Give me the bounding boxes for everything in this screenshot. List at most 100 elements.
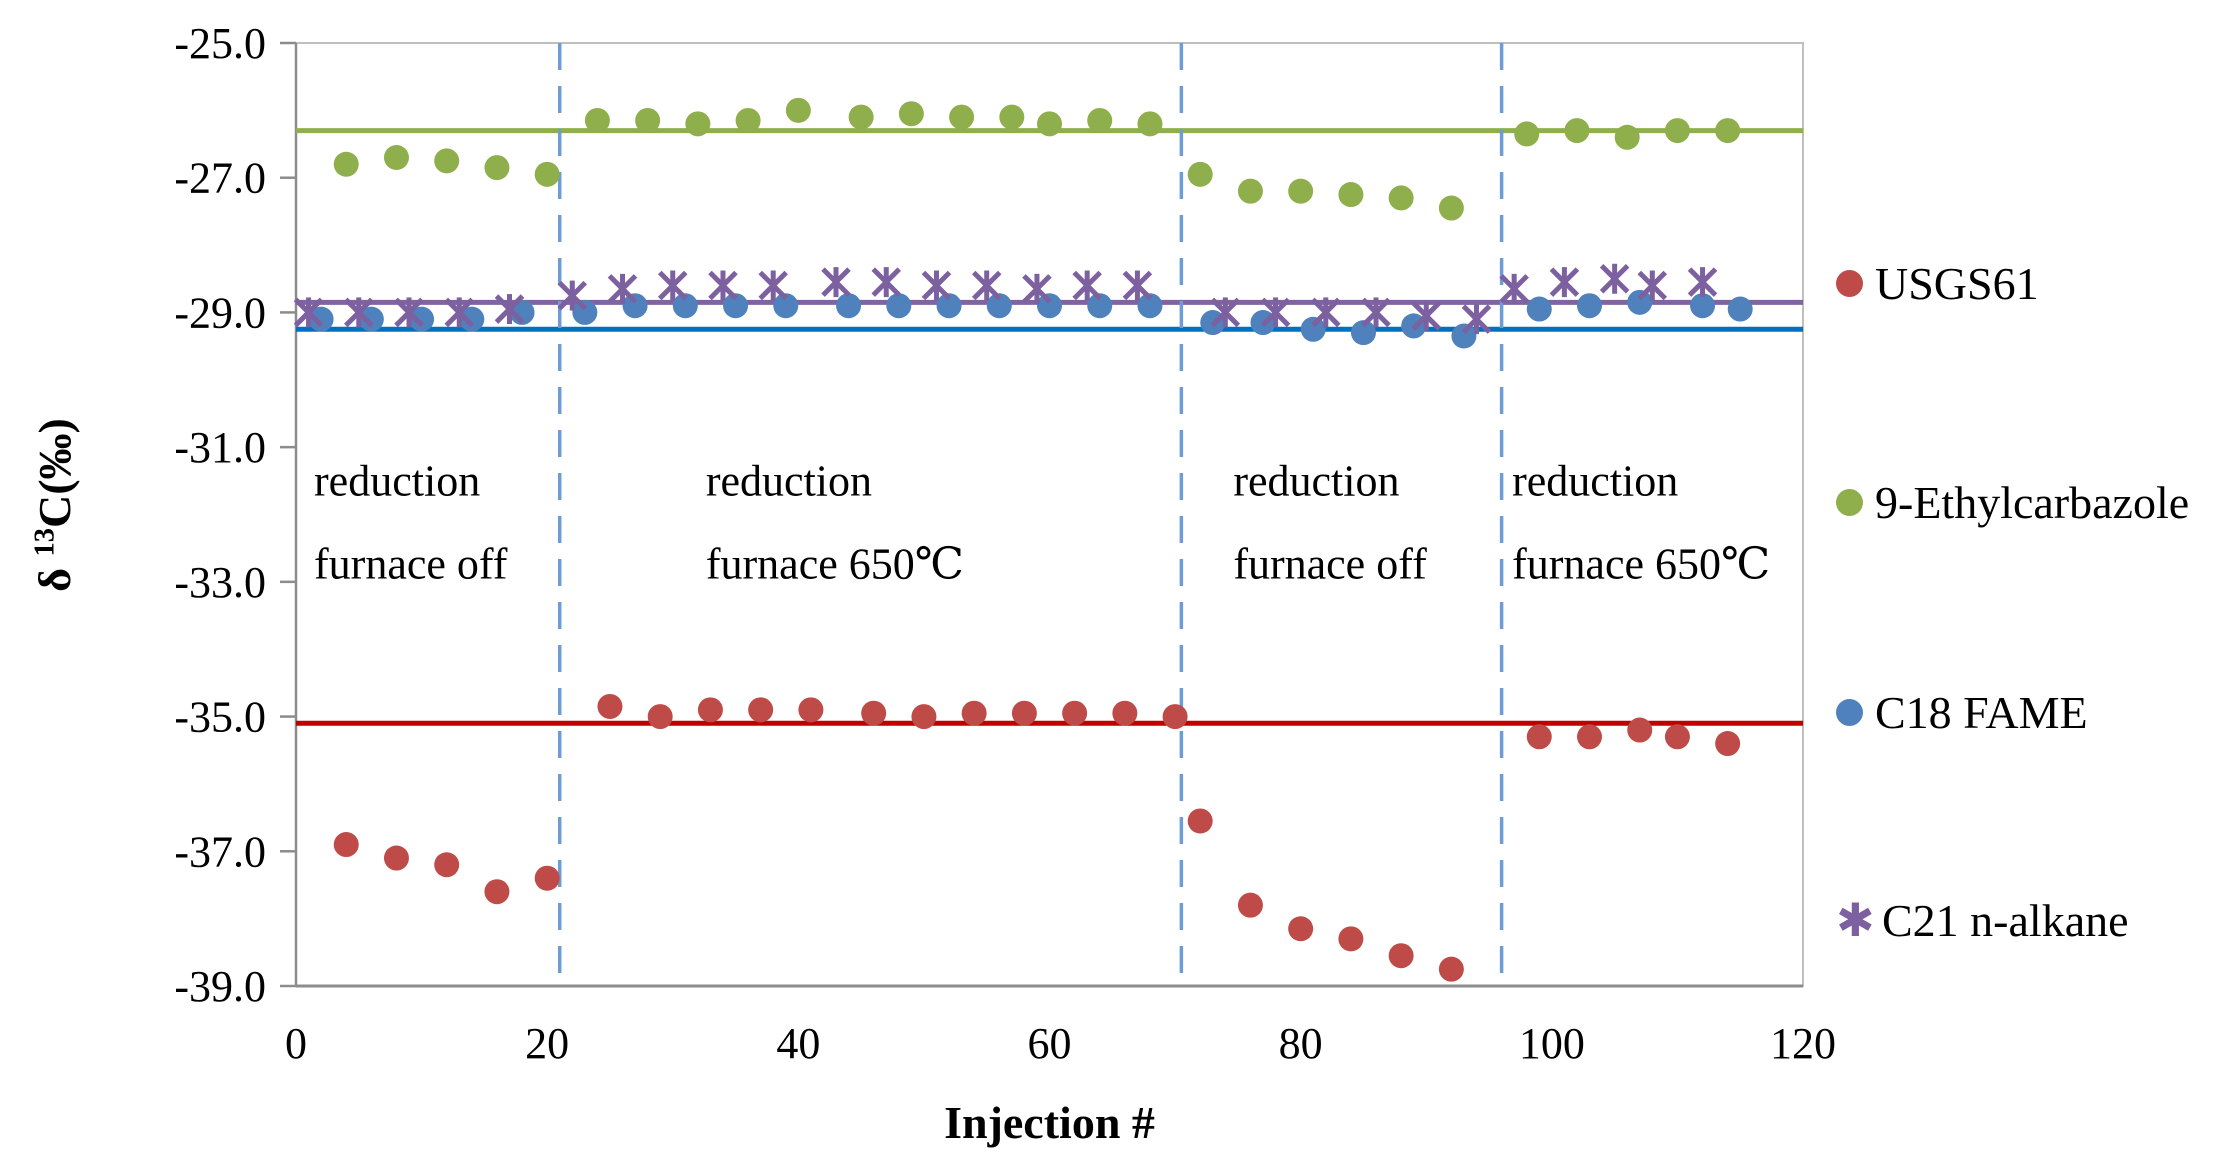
series-usgs61-point — [1062, 700, 1088, 726]
y-tick-label: -29.0 — [174, 288, 266, 337]
series-c18-fame-point — [1727, 296, 1753, 322]
series-usgs61-point — [534, 865, 560, 891]
series-c21-n-alkane-point — [1461, 304, 1492, 334]
annotation-text: reduction — [1233, 457, 1399, 506]
series-c18-fame-point — [886, 293, 912, 319]
series-9-ethylcarbazole-point — [1438, 195, 1464, 221]
series-c18-fame-point — [836, 293, 862, 319]
series-9-ethylcarbazole-point — [584, 107, 610, 133]
series-c18-fame-point — [409, 306, 435, 332]
series-9-ethylcarbazole-point — [1137, 111, 1163, 137]
y-axis-title-isotope: 13 — [29, 527, 61, 557]
series-c21-n-alkane-point — [821, 267, 851, 297]
y-tick-label: -33.0 — [174, 558, 266, 607]
series-9-ethylcarbazole-point — [949, 104, 975, 130]
series-c18-fame-point — [459, 306, 485, 332]
9-ethylcarbazole-marker-icon — [1836, 488, 1863, 516]
legend-item-usgs61: USGS61 — [1836, 251, 2231, 315]
series-c18-fame-point — [572, 299, 598, 325]
series-c21-n-alkane-point — [607, 274, 638, 304]
series-usgs61-point — [1577, 724, 1603, 750]
series-9-ethylcarbazole-point — [1237, 178, 1263, 204]
series-c21-n-alkane-point — [1022, 274, 1052, 304]
series-c21-n-alkane-point — [557, 280, 588, 311]
x-tick-label: 120 — [1770, 1019, 1836, 1068]
series-usgs61-point — [748, 697, 774, 723]
series-c18-fame-point — [622, 293, 648, 319]
c18-fame-marker-icon — [1836, 698, 1863, 726]
legend-item-c21-n-alkane: ✱ C21 n-alkane — [1836, 888, 2231, 952]
series-c18-fame-point — [1526, 296, 1552, 322]
series-c18-fame-point — [1087, 293, 1113, 319]
series-usgs61-point — [434, 852, 460, 878]
series-c21-n-alkane-point — [1499, 274, 1529, 304]
series-c21-n-alkane-point — [1210, 297, 1241, 328]
legend-label-c18-fame: C18 FAME — [1875, 686, 2088, 738]
annotation-text: furnace 650℃ — [1512, 539, 1770, 588]
c21-n-alkane-marker-icon: ✱ — [1836, 892, 1875, 947]
x-tick-label: 60 — [1028, 1019, 1072, 1068]
x-tick-label: 40 — [776, 1019, 820, 1068]
series-9-ethylcarbazole-point — [735, 107, 761, 133]
series-c21-n-alkane-point — [1361, 297, 1391, 328]
series-c21-n-alkane-point — [871, 267, 902, 297]
legend-label-usgs61: USGS61 — [1875, 257, 2039, 309]
x-tick-label: 0 — [285, 1019, 307, 1068]
y-tick-label: -39.0 — [174, 962, 266, 1011]
series-usgs61-point — [1715, 731, 1741, 757]
series-c21-n-alkane-point — [1122, 270, 1153, 301]
series-9-ethylcarbazole-point — [1388, 185, 1414, 211]
series-9-ethylcarbazole-point — [635, 107, 661, 133]
series-9-ethylcarbazole-point — [1087, 107, 1113, 133]
y-tick-label: -31.0 — [174, 423, 266, 472]
series-9-ethylcarbazole-point — [534, 161, 560, 187]
y-tick-label: -25.0 — [174, 19, 266, 68]
legend-label-9-ethylcarbazole: 9-Ethylcarbazole — [1875, 476, 2190, 528]
series-c18-fame-point — [936, 293, 962, 319]
series-usgs61-point — [1388, 943, 1414, 969]
series-usgs61-point — [911, 704, 937, 730]
legend-item-9-ethylcarbazole: 9-Ethylcarbazole — [1836, 470, 2231, 534]
series-9-ethylcarbazole-point — [1664, 118, 1690, 144]
series-c18-fame-point — [1690, 293, 1716, 319]
series-usgs61-point — [961, 700, 987, 726]
series-usgs61-point — [597, 693, 623, 719]
series-c18-fame-point — [1451, 323, 1477, 349]
series-c18-fame-point — [358, 306, 384, 332]
series-c21-n-alkane-point — [444, 297, 475, 328]
series-c21-n-alkane-point — [1311, 297, 1341, 328]
series-c21-n-alkane-point — [494, 294, 525, 324]
annotation-text: furnace 650℃ — [706, 539, 964, 588]
usgs61-marker-icon — [1836, 269, 1863, 297]
annotation-text: reduction — [706, 457, 872, 506]
series-9-ethylcarbazole-point — [685, 111, 711, 137]
series-9-ethylcarbazole-point — [383, 145, 409, 171]
series-usgs61-point — [697, 697, 723, 723]
series-c21-n-alkane-point — [921, 270, 952, 301]
series-c21-n-alkane-point — [394, 297, 424, 328]
series-c21-n-alkane-point — [657, 270, 688, 301]
series-usgs61-point — [1664, 724, 1690, 750]
series-c21-n-alkane-point — [1687, 267, 1718, 297]
series-c18-fame-point — [1627, 289, 1653, 315]
series-usgs61-point — [1162, 704, 1188, 730]
series-c21-n-alkane-point — [971, 270, 1002, 301]
series-9-ethylcarbazole-point — [1288, 178, 1314, 204]
series-9-ethylcarbazole-point — [434, 148, 460, 174]
series-c21-n-alkane-point — [758, 270, 788, 301]
series-usgs61-point — [1438, 956, 1464, 982]
legend-item-c18-fame: C18 FAME — [1836, 680, 2231, 744]
y-tick-label: -37.0 — [174, 827, 266, 876]
series-c18-fame-point — [1137, 293, 1163, 319]
y-axis-title-rest: C(‰) — [29, 418, 80, 528]
y-tick-label: -35.0 — [174, 693, 266, 742]
plot-frame — [295, 42, 1804, 987]
series-c18-fame-point — [723, 293, 749, 319]
series-c18-fame-point — [1037, 293, 1062, 319]
x-tick-label: 20 — [525, 1019, 569, 1068]
series-c18-fame-point — [672, 293, 698, 319]
x-tick-label: 80 — [1279, 1019, 1323, 1068]
series-c18-fame-point — [1577, 293, 1603, 319]
series-usgs61-point — [1187, 808, 1213, 834]
series-9-ethylcarbazole-point — [999, 104, 1025, 130]
